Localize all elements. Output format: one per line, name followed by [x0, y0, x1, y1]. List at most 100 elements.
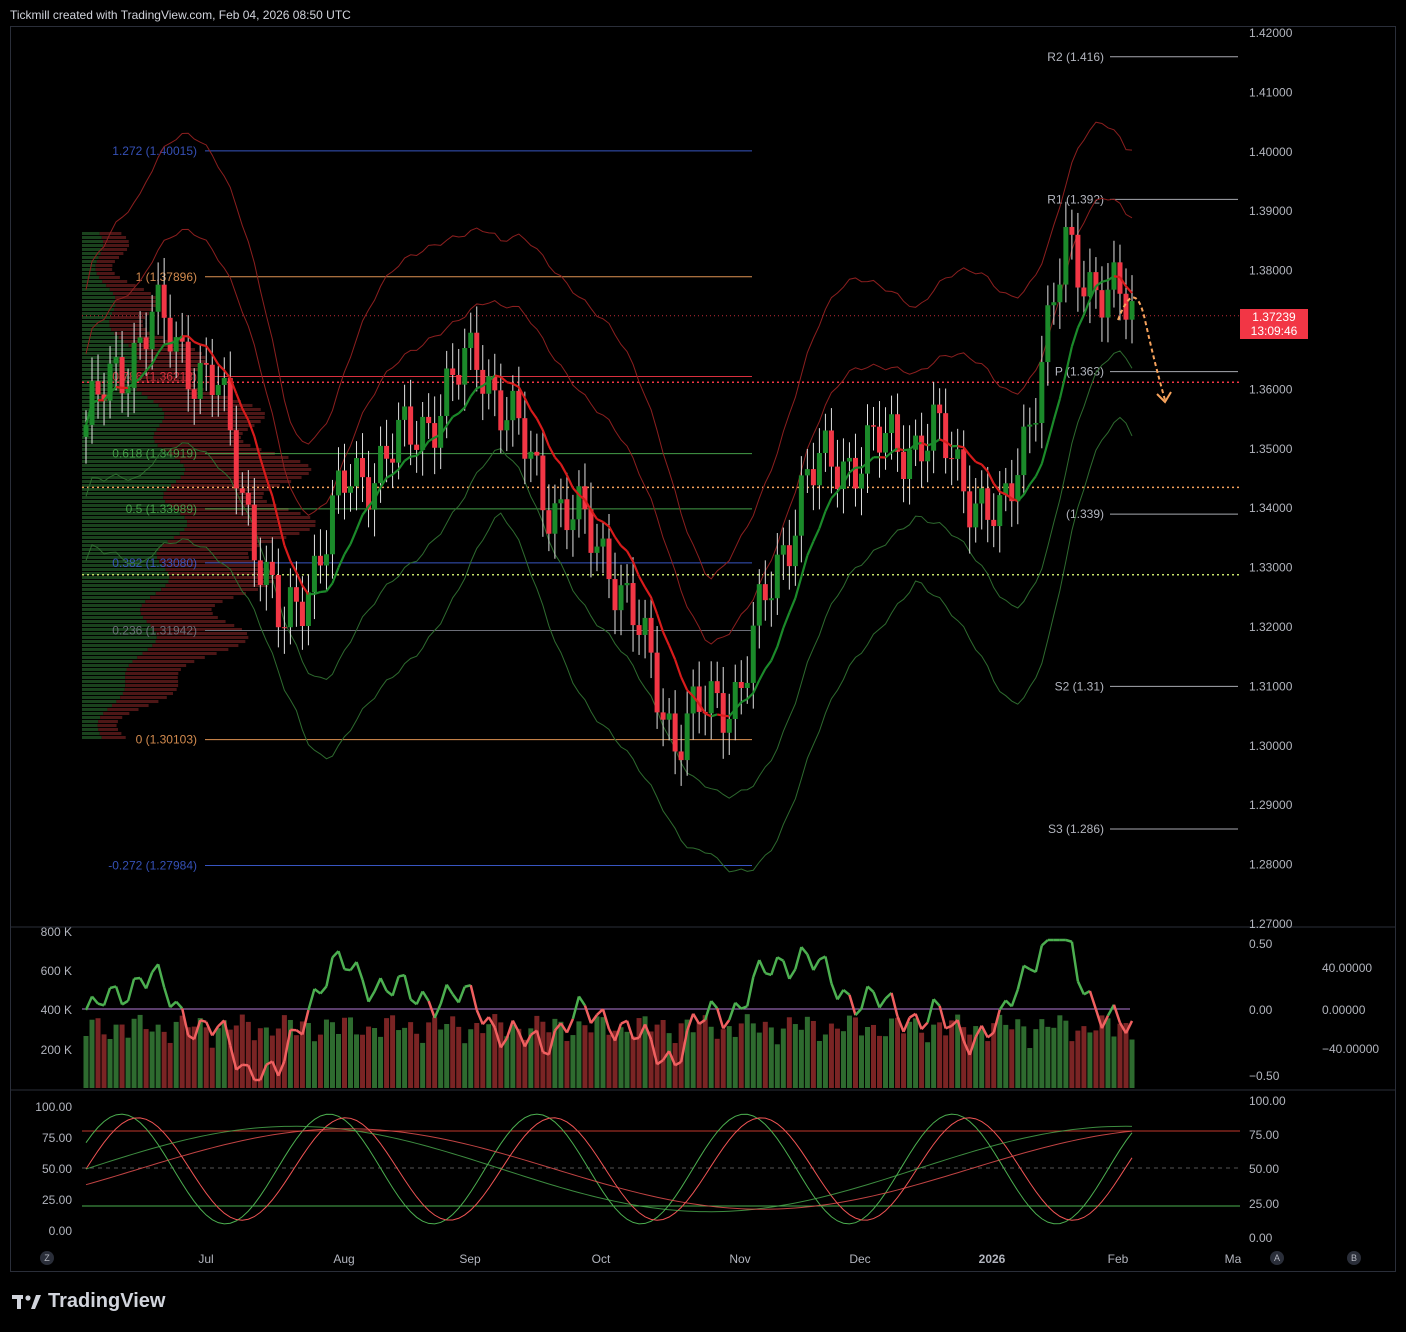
moving-average-segment — [211, 353, 220, 365]
moving-average-segment — [957, 444, 964, 449]
candle-body — [606, 538, 612, 580]
oscillator-line-segment — [223, 1020, 232, 1046]
oscillator-line-segment — [734, 1001, 743, 1010]
volume-bar — [1045, 1026, 1051, 1088]
volume-profile-bar-up — [82, 648, 148, 651]
candle-body — [1123, 293, 1129, 320]
volume-profile-bar-down — [123, 340, 175, 343]
moving-average-segment — [836, 482, 845, 493]
candle-body — [269, 561, 275, 575]
volume-bar — [558, 1021, 564, 1088]
oscillator-line-segment — [421, 990, 430, 1002]
volume-bar — [744, 1014, 750, 1088]
moving-average-segment — [259, 458, 268, 479]
moving-average-segment — [361, 505, 370, 516]
candle-body — [588, 509, 594, 553]
volume-bar — [209, 1047, 215, 1088]
candle-body — [636, 625, 642, 635]
moving-average-segment — [824, 497, 833, 512]
oscillator-line-segment — [139, 977, 148, 990]
volume-profile-bar-down — [109, 324, 144, 327]
volume-profile-bar-down — [150, 596, 234, 599]
volume-profile-bar-down — [135, 352, 202, 355]
oscillator-line-segment — [398, 973, 405, 978]
candle-body — [840, 461, 846, 490]
candle-body — [504, 420, 510, 431]
volume-profile-bar-up — [82, 440, 155, 443]
volume-bar — [997, 1014, 1003, 1088]
volume-bar — [317, 1034, 323, 1088]
volume-profile-bar-up — [82, 280, 103, 283]
volume-profile-bar-down — [173, 536, 287, 539]
volume-profile-bar-up — [82, 580, 169, 583]
volume-bar — [191, 1026, 197, 1088]
candle-body — [390, 458, 396, 463]
moving-average-segment — [1125, 285, 1133, 294]
volume-profile-bar-up — [82, 244, 104, 247]
volume-bar — [113, 1024, 119, 1088]
moving-average-segment — [944, 440, 953, 448]
oscillator-line-segment — [301, 1009, 310, 1035]
candle-body — [1093, 272, 1099, 291]
volume-profile-bar-up — [82, 528, 185, 531]
volume-bar — [1075, 1030, 1081, 1088]
volume-bar — [979, 1029, 985, 1088]
oscillator-line-segment — [319, 985, 328, 995]
volume-profile-bar-down — [125, 672, 179, 675]
volume-profile-bar-up — [82, 308, 115, 311]
volume-profile-bar-down — [115, 300, 158, 303]
oscillator-line-segment — [205, 1021, 214, 1036]
volume-profile-bar-down — [102, 248, 128, 251]
moving-average-segment — [866, 456, 875, 464]
oscillator-line-segment — [601, 1008, 611, 1030]
volume-profile-bar-up — [82, 688, 125, 691]
oscillator-line-segment — [890, 992, 899, 1017]
candle-body — [985, 488, 991, 520]
volume-bar — [726, 1026, 732, 1088]
oscillator-line-segment — [355, 961, 364, 981]
volume-profile-bar-down — [159, 560, 254, 563]
candle-body — [1069, 226, 1075, 235]
volume-profile-bar-up — [82, 512, 181, 515]
volume-profile-bar-up — [82, 672, 126, 675]
volume-bar — [173, 1021, 179, 1088]
volume-bar — [690, 1032, 696, 1088]
zoom-button[interactable]: Z — [40, 1251, 54, 1265]
stochastic-slow-signal-line — [85, 1128, 1133, 1210]
moving-average-segment — [674, 659, 683, 678]
volume-profile-bar-down — [136, 364, 203, 367]
volume-profile-bar-up — [82, 496, 164, 499]
moving-average-segment — [716, 713, 724, 717]
volume-profile-bar-up — [82, 612, 141, 615]
volume-profile-bar-up — [82, 444, 158, 447]
candle-body — [666, 713, 672, 720]
moving-average-segment — [975, 460, 983, 466]
candle-body — [1087, 272, 1093, 297]
volume-profile-bar-down — [168, 580, 275, 583]
volume-profile-bar-up — [82, 372, 133, 375]
oscillator-line-segment — [271, 1060, 280, 1077]
fib-level-label: 0.5 (1.33989) — [126, 502, 197, 516]
moving-average-segment — [1064, 346, 1073, 374]
candle-body — [768, 598, 774, 601]
oscillator-line-segment — [758, 959, 767, 974]
oscillator-line-segment — [1106, 1004, 1116, 1017]
volume-profile-bar-up — [82, 676, 126, 679]
volume-profile-bar-up — [82, 668, 127, 671]
volume-bar — [672, 1043, 678, 1088]
log-scale-button[interactable]: B — [1347, 1251, 1361, 1265]
oscillator-line-segment — [1124, 1020, 1134, 1034]
moving-average-segment — [1088, 285, 1097, 300]
candle-body — [696, 686, 702, 712]
volume-profile-bar-down — [154, 432, 243, 435]
candle-body — [233, 430, 239, 489]
auto-scale-button[interactable]: A — [1270, 1251, 1284, 1265]
moving-average-segment — [457, 406, 466, 415]
volume-profile-bar-up — [82, 564, 163, 567]
volume-bar — [822, 1034, 828, 1088]
volume-profile-bar-up — [82, 284, 107, 287]
stochastic-axis-tick: 25.00 — [42, 1193, 72, 1207]
moving-average-segment — [1119, 276, 1127, 287]
moving-average-segment — [620, 544, 628, 552]
